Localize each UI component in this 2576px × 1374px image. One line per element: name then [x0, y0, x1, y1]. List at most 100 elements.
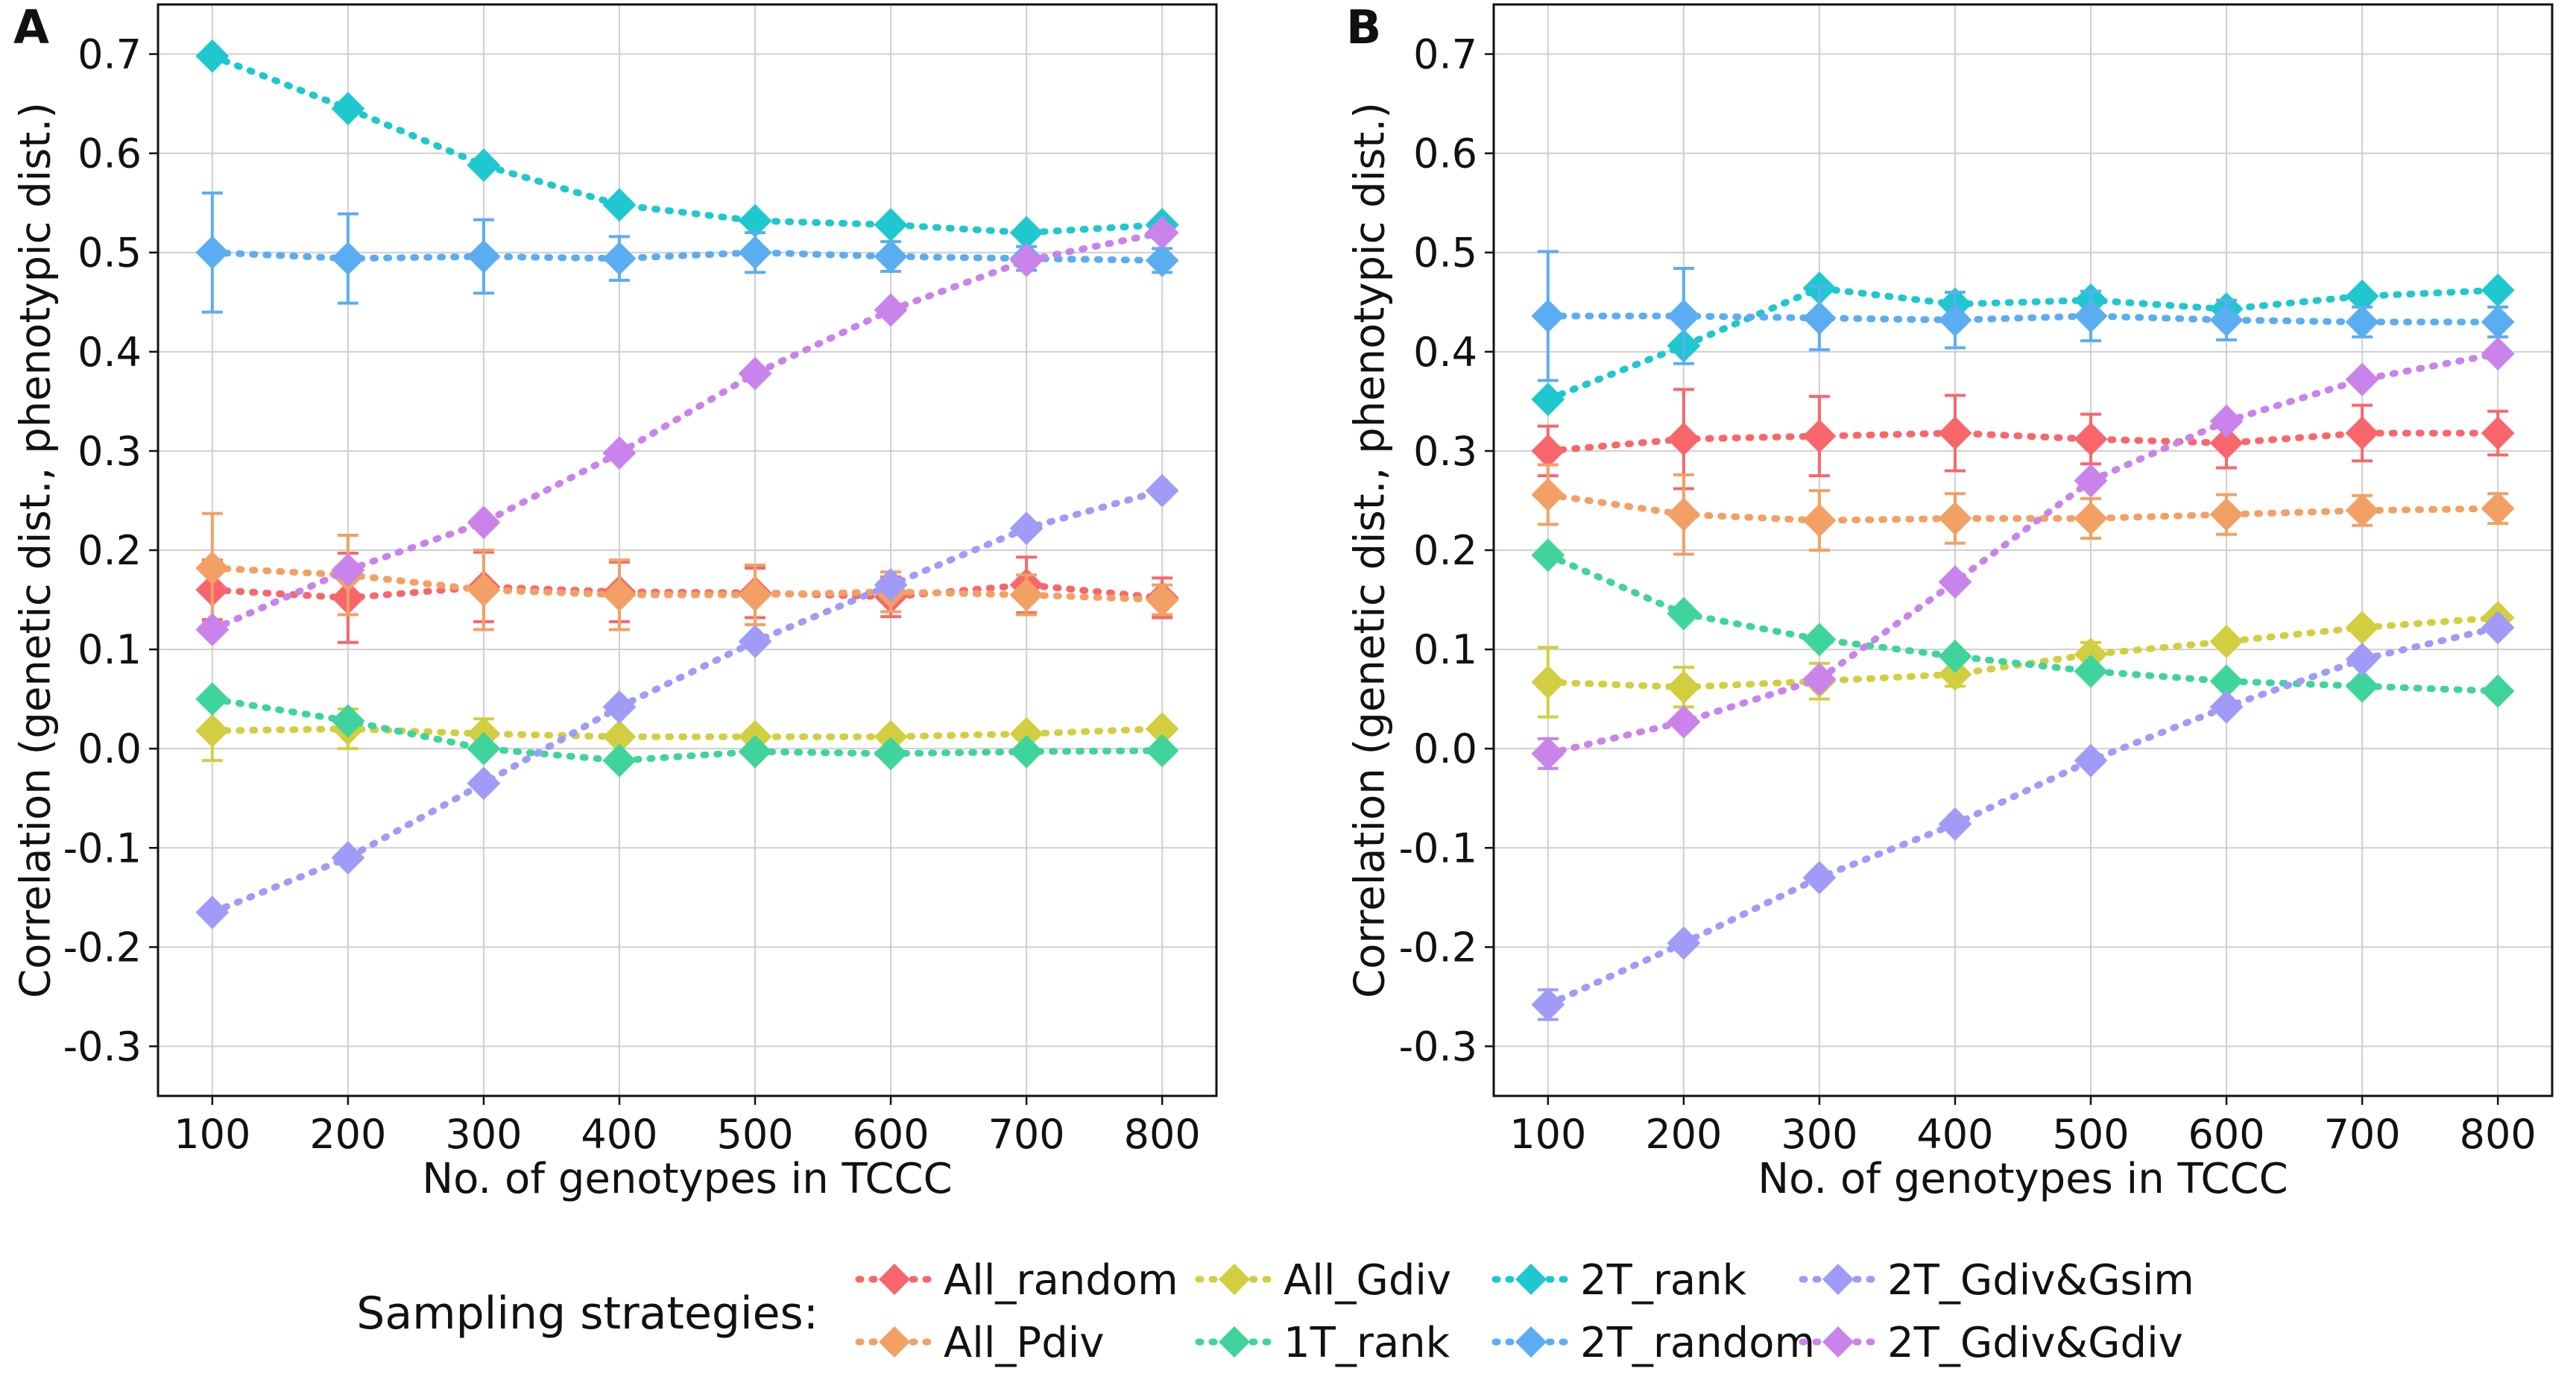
y-tick-label: 0.1 — [78, 626, 142, 673]
legend-item-1t-rank: 1T_rank — [1195, 1319, 1450, 1367]
data-point — [331, 92, 365, 126]
x-tick-label: 600 — [2188, 1111, 2265, 1158]
x-tick-label: 200 — [1645, 1111, 1722, 1158]
data-point — [2345, 416, 2379, 450]
data-point — [1938, 416, 1972, 450]
legend-item-2t-gdiv-and-gdiv: 2T_Gdiv&Gdiv — [1799, 1319, 2183, 1367]
series-2t-gdiv-and-gdiv — [195, 215, 1179, 646]
data-point — [602, 436, 637, 470]
data-point — [1009, 511, 1044, 546]
series-2t-random — [1531, 250, 2515, 382]
y-tick-label: 0.5 — [1413, 230, 1477, 277]
data-point — [1145, 734, 1179, 768]
series-line — [209, 52, 1166, 236]
data-point — [738, 578, 772, 612]
data-point — [602, 188, 637, 222]
data-point — [2345, 305, 2379, 339]
data-point — [1667, 497, 1701, 532]
legend-label: 2T_random — [1580, 1319, 1815, 1367]
y-tick-label: 0.0 — [78, 725, 142, 772]
x-tick-label: 300 — [1781, 1111, 1857, 1158]
series-line — [209, 582, 1166, 602]
y-tick-label: 0.4 — [78, 329, 142, 376]
series-line — [209, 249, 1166, 264]
x-tick-label: 800 — [2460, 1111, 2536, 1158]
data-point — [1802, 503, 1837, 538]
data-point — [1802, 623, 1837, 657]
data-point — [1802, 860, 1837, 895]
y-tick-label: -0.2 — [1399, 924, 1477, 971]
y-tick-label: -0.3 — [63, 1023, 142, 1070]
legend-label: All_random — [944, 1256, 1178, 1305]
data-point — [2209, 303, 2244, 337]
data-point — [1009, 734, 1044, 769]
data-point — [1802, 301, 1837, 335]
data-point — [2345, 642, 2379, 676]
legend-marker — [879, 1264, 910, 1295]
legend-marker — [1219, 1326, 1250, 1358]
series-all-pdiv — [1531, 463, 2515, 556]
y-tick-label: -0.1 — [1399, 825, 1477, 872]
y-tick-label: 0.0 — [1413, 725, 1477, 772]
data-point — [195, 713, 230, 748]
x-tick-label: 400 — [1916, 1111, 1993, 1158]
plot-frame — [1492, 3, 2554, 1097]
series-line — [1544, 491, 2501, 524]
x-tick-label: 800 — [1124, 1111, 1201, 1158]
series-line — [209, 487, 1166, 916]
panel-label: A — [13, 0, 49, 54]
data-point — [1009, 578, 1044, 612]
y-tick-label: 0.2 — [1413, 527, 1477, 574]
data-point — [602, 578, 637, 612]
x-tick-label: 100 — [174, 1111, 250, 1158]
series-line — [209, 229, 1166, 633]
data-point — [2074, 464, 2108, 498]
data-point — [874, 737, 908, 771]
data-point — [1667, 299, 1701, 333]
y-tick-label: 0.2 — [78, 527, 142, 574]
legend-label: All_Pdiv — [944, 1319, 1104, 1367]
data-point — [1531, 478, 1565, 511]
data-point — [2345, 362, 2379, 397]
series-line — [209, 696, 1166, 764]
series-line — [1544, 285, 2501, 403]
y-tick-label: 0.3 — [78, 428, 142, 475]
data-point — [2481, 491, 2515, 526]
data-point — [738, 625, 772, 658]
data-point — [2074, 743, 2108, 778]
y-tick-label: 0.7 — [1413, 31, 1477, 78]
y-tick-label: 0.7 — [78, 31, 142, 78]
legend-item-2t-random: 2T_random — [1491, 1319, 1815, 1367]
y-tick-label: 0.1 — [1413, 626, 1477, 673]
data-point — [738, 734, 772, 769]
data-point — [195, 236, 230, 270]
data-point — [2074, 654, 2108, 688]
legend-item-all-random: All_random — [855, 1256, 1178, 1305]
data-point — [1938, 807, 1972, 841]
data-point — [1938, 565, 1972, 599]
data-point — [1531, 299, 1565, 333]
y-tick-label: -0.2 — [63, 924, 142, 971]
data-point — [2209, 497, 2244, 532]
series-line — [1544, 350, 2501, 757]
data-point — [2074, 299, 2108, 333]
legend-marker — [1822, 1264, 1854, 1295]
data-point — [467, 731, 501, 766]
data-point — [467, 239, 501, 274]
data-point — [467, 148, 501, 183]
data-point — [1531, 665, 1565, 699]
x-axis-label: No. of genotypes in TCCC — [422, 1155, 952, 1203]
data-point — [195, 682, 230, 716]
data-point — [1531, 538, 1565, 573]
series-1t-rank — [1531, 538, 2515, 708]
data-point — [2209, 404, 2244, 438]
legend-marker — [1515, 1326, 1547, 1358]
data-point — [2345, 669, 2379, 703]
legend-title: Sampling strategies: — [356, 1288, 818, 1340]
legend-item-all-gdiv: All_Gdiv — [1195, 1256, 1451, 1305]
legend-marker — [879, 1326, 910, 1358]
data-point — [2209, 426, 2244, 460]
data-point — [1009, 243, 1044, 277]
